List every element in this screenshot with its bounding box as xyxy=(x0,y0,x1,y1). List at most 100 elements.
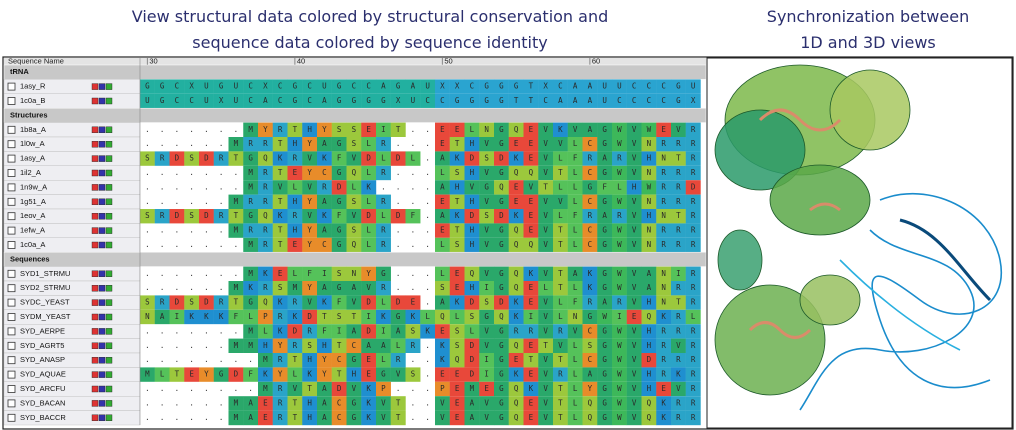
group-title: Sequences xyxy=(10,254,50,263)
row-icon xyxy=(99,400,105,406)
row-name: 1efw_A xyxy=(20,226,45,235)
row-icon xyxy=(92,127,98,133)
row-name: 1il2_A xyxy=(20,168,41,177)
checkbox xyxy=(8,414,15,421)
checkbox xyxy=(8,170,15,177)
checkbox xyxy=(8,386,15,393)
row-name: SYD2_STRMU xyxy=(20,283,70,292)
row-icon xyxy=(106,386,112,392)
row-name: SYD_AQUAE xyxy=(20,370,66,379)
group-band xyxy=(4,252,706,266)
row-icon xyxy=(92,300,98,306)
row-icon xyxy=(92,271,98,277)
row-icon xyxy=(92,357,98,363)
row-icon xyxy=(106,84,112,90)
domain-blob xyxy=(718,230,762,290)
row-icon xyxy=(99,372,105,378)
row-icon xyxy=(106,343,112,349)
row-name: SYDC_YEAST xyxy=(20,298,70,307)
row-icon xyxy=(92,400,98,406)
column-header: Sequence Name xyxy=(8,56,64,65)
row-name: 1n9w_A xyxy=(20,182,47,191)
checkbox xyxy=(8,371,15,378)
row-icon xyxy=(99,271,105,277)
row-icon xyxy=(106,285,112,291)
checkbox xyxy=(8,314,15,321)
row-icon xyxy=(99,285,105,291)
row-name: 1b8a_A xyxy=(20,125,46,134)
figure: View structural data colored by structur… xyxy=(0,0,1016,430)
checkbox xyxy=(8,213,15,220)
checkbox xyxy=(8,98,15,105)
row-icon xyxy=(106,271,112,277)
checkbox xyxy=(8,342,15,349)
group-title: Structures xyxy=(10,110,48,119)
row-icon xyxy=(106,213,112,219)
row-icon xyxy=(106,328,112,334)
row-icon xyxy=(106,199,112,205)
row-name: 1asy_A xyxy=(20,154,45,163)
group-band xyxy=(4,108,706,122)
row-icon xyxy=(106,415,112,421)
checkbox xyxy=(8,270,15,277)
row-icon xyxy=(92,314,98,320)
caption-right: Synchronization between xyxy=(767,7,969,26)
row-icon xyxy=(106,156,112,162)
row-name: 1c0a_B xyxy=(20,96,45,105)
row-icon xyxy=(99,156,105,162)
row-name: SYD_ANASP xyxy=(20,355,65,364)
checkbox xyxy=(8,198,15,205)
row-icon xyxy=(106,127,112,133)
row-icon xyxy=(106,228,112,234)
row-icon xyxy=(106,141,112,147)
row-icon xyxy=(99,300,105,306)
row-name: 1g51_A xyxy=(20,197,46,206)
checkbox xyxy=(8,184,15,191)
structure-view xyxy=(707,58,1012,428)
row-icon xyxy=(92,141,98,147)
row-icon xyxy=(99,170,105,176)
domain-blob xyxy=(830,70,910,150)
domain-blob xyxy=(800,275,860,325)
row-icon xyxy=(99,314,105,320)
row-icon xyxy=(99,386,105,392)
row-icon xyxy=(92,285,98,291)
row-icon xyxy=(106,184,112,190)
row-icon xyxy=(99,357,105,363)
caption-left: View structural data colored by structur… xyxy=(132,7,609,26)
checkbox xyxy=(8,227,15,234)
row-name: SYDM_YEAST xyxy=(20,312,71,321)
row-name: 1c0a_A xyxy=(20,240,45,249)
row-name: 1eov_A xyxy=(20,211,45,220)
row-icon xyxy=(99,141,105,147)
row-icon xyxy=(106,300,112,306)
row-icon xyxy=(99,184,105,190)
row-icon xyxy=(92,372,98,378)
row-icon xyxy=(92,156,98,162)
row-icon xyxy=(99,199,105,205)
ruler-label: 40 xyxy=(297,56,305,65)
row-icon xyxy=(92,170,98,176)
row-name: SYD1_STRMU xyxy=(20,269,70,278)
row-icon xyxy=(92,184,98,190)
row-icon xyxy=(106,400,112,406)
row-name: SYD_BACCR xyxy=(20,413,66,422)
row-icon xyxy=(106,98,112,104)
row-icon xyxy=(106,170,112,176)
row-name: SYD_ARCFU xyxy=(20,384,65,393)
row-icon xyxy=(92,328,98,334)
row-name: SYD_BACAN xyxy=(20,398,65,407)
group-band xyxy=(4,65,706,79)
checkbox xyxy=(8,242,15,249)
row-name: 1l0w_A xyxy=(20,139,45,148)
row-icon xyxy=(99,343,105,349)
checkbox xyxy=(8,328,15,335)
row-icon xyxy=(92,228,98,234)
row-icon xyxy=(92,84,98,90)
ruler-label: 30 xyxy=(149,56,157,65)
row-icon xyxy=(99,242,105,248)
row-icon xyxy=(106,357,112,363)
row-icon xyxy=(99,228,105,234)
row-icon xyxy=(92,343,98,349)
domain-blob xyxy=(770,165,870,235)
